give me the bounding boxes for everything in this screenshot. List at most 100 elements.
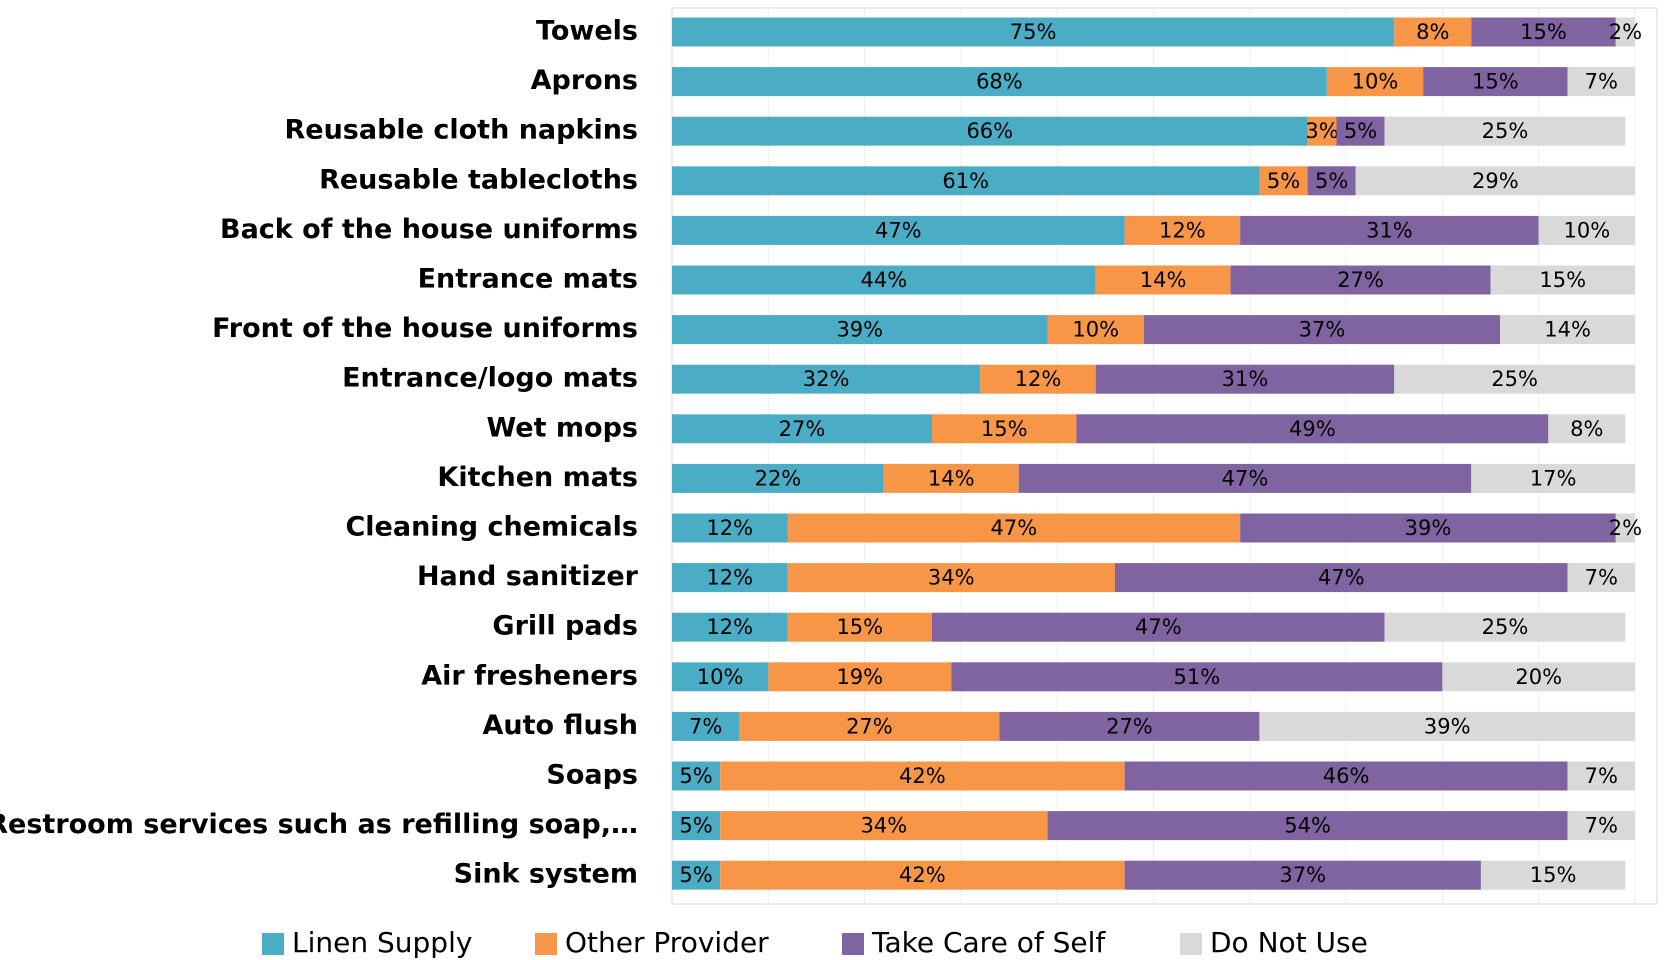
bar-segment bbox=[1480, 860, 1626, 890]
data-label: 14% bbox=[928, 466, 975, 490]
data-label: 20% bbox=[1515, 665, 1562, 689]
data-label: 7% bbox=[1585, 566, 1618, 590]
bar-segment bbox=[672, 860, 721, 890]
bar-segment bbox=[1567, 811, 1635, 841]
bar-segment bbox=[672, 67, 1327, 97]
legend-swatch bbox=[842, 933, 864, 955]
data-label: 47% bbox=[1318, 566, 1365, 590]
bar-segment bbox=[672, 364, 981, 394]
bar-segment bbox=[672, 17, 1395, 47]
data-label: 8% bbox=[1416, 20, 1449, 44]
bar-segment bbox=[1124, 860, 1481, 890]
bar-segment bbox=[1567, 563, 1635, 593]
legend-label: Linen Supply bbox=[292, 926, 472, 959]
bar-segment bbox=[1615, 513, 1635, 543]
legend-swatch bbox=[262, 933, 284, 955]
data-label: 15% bbox=[1530, 863, 1577, 887]
bar-segment bbox=[1548, 414, 1626, 444]
data-label: 39% bbox=[1424, 714, 1471, 738]
category-label: Kitchen mats bbox=[437, 462, 638, 493]
data-label: 34% bbox=[928, 566, 975, 590]
bar-segment bbox=[883, 463, 1019, 493]
data-label: 5% bbox=[679, 863, 712, 887]
data-label: 27% bbox=[779, 417, 826, 441]
data-label: 8% bbox=[1570, 417, 1603, 441]
bar-segment bbox=[1490, 265, 1635, 295]
data-label: 54% bbox=[1284, 814, 1331, 838]
data-label: 5% bbox=[679, 764, 712, 788]
data-label: 44% bbox=[861, 268, 908, 292]
bar-segment bbox=[1259, 711, 1635, 741]
bar-segment bbox=[1384, 612, 1626, 642]
bar-segment bbox=[1336, 116, 1385, 146]
data-label: 47% bbox=[991, 516, 1038, 540]
bar-segment bbox=[932, 612, 1385, 642]
data-label: 12% bbox=[706, 615, 753, 639]
legend-swatch bbox=[1180, 933, 1202, 955]
bar-segment bbox=[672, 811, 721, 841]
data-label: 15% bbox=[836, 615, 883, 639]
bar-segment bbox=[1355, 166, 1635, 196]
data-label: 47% bbox=[1222, 466, 1269, 490]
bar-segment bbox=[1471, 463, 1635, 493]
bar-segment bbox=[768, 662, 952, 692]
data-label: 15% bbox=[981, 417, 1028, 441]
data-label: 34% bbox=[861, 814, 908, 838]
bar-segment bbox=[787, 612, 933, 642]
bar-segment bbox=[1384, 116, 1626, 146]
data-label: 25% bbox=[1482, 615, 1529, 639]
data-label: 25% bbox=[1491, 367, 1538, 391]
data-label: 37% bbox=[1299, 318, 1346, 342]
data-label: 12% bbox=[1159, 218, 1206, 242]
bar-segment bbox=[1076, 414, 1549, 444]
bar-segment bbox=[672, 761, 721, 791]
bar-segment bbox=[1240, 513, 1616, 543]
bar-segment bbox=[1018, 463, 1472, 493]
bar-segment bbox=[739, 711, 1000, 741]
bar-segment bbox=[672, 513, 788, 543]
bar-segment bbox=[1095, 364, 1395, 394]
category-label: Entrance mats bbox=[418, 264, 638, 295]
data-label: 12% bbox=[1015, 367, 1062, 391]
data-label: 7% bbox=[1585, 814, 1618, 838]
category-label: Front of the house uniforms bbox=[212, 313, 638, 344]
category-label: Grill pads bbox=[492, 611, 638, 642]
bar-segment bbox=[1095, 265, 1231, 295]
data-label: 10% bbox=[1564, 218, 1611, 242]
data-label: 5% bbox=[679, 814, 712, 838]
data-label: 14% bbox=[1140, 268, 1187, 292]
bar-segment bbox=[1307, 116, 1337, 146]
data-label: 7% bbox=[1585, 764, 1618, 788]
bar-segment bbox=[1394, 364, 1635, 394]
category-label: Back of the house uniforms bbox=[220, 214, 638, 245]
category-label: Towels bbox=[536, 16, 638, 47]
data-label: 31% bbox=[1366, 218, 1413, 242]
bar-segment bbox=[1143, 315, 1501, 345]
data-label: 7% bbox=[689, 714, 722, 738]
data-label: 61% bbox=[942, 169, 989, 193]
bar-segment bbox=[720, 811, 1048, 841]
data-label: 42% bbox=[899, 764, 946, 788]
data-label: 5% bbox=[1344, 119, 1377, 143]
data-label: 2% bbox=[1609, 516, 1642, 540]
data-label: 10% bbox=[1072, 318, 1119, 342]
legend-label: Other Provider bbox=[565, 926, 769, 959]
data-label: 15% bbox=[1520, 20, 1567, 44]
data-label: 75% bbox=[1010, 20, 1057, 44]
bar-segment bbox=[1538, 215, 1635, 245]
bar-segment bbox=[951, 662, 1443, 692]
category-label: Wet mops bbox=[486, 412, 638, 443]
data-label: 15% bbox=[1472, 70, 1519, 94]
bar-segment bbox=[1307, 166, 1356, 196]
bar-segment bbox=[672, 612, 788, 642]
category-label: Entrance/logo mats bbox=[342, 363, 638, 394]
data-label: 66% bbox=[966, 119, 1013, 143]
legend-swatch bbox=[535, 933, 557, 955]
data-label: 37% bbox=[1279, 863, 1326, 887]
data-label: 39% bbox=[1405, 516, 1452, 540]
bar-segment bbox=[1047, 315, 1144, 345]
bar-segment bbox=[672, 265, 1096, 295]
data-label: 46% bbox=[1323, 764, 1370, 788]
data-label: 68% bbox=[976, 70, 1023, 94]
